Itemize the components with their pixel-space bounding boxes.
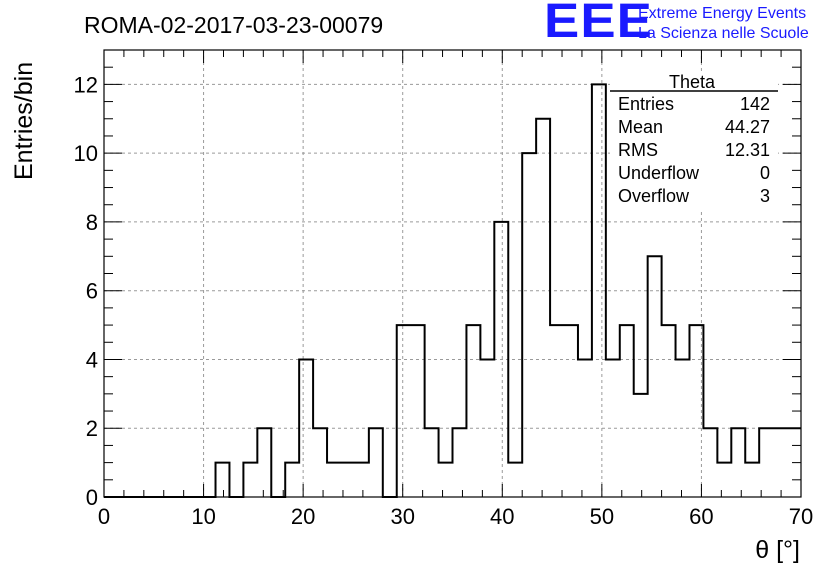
histogram-bin [662,325,676,497]
histogram-bin [299,359,313,497]
histogram-bin [522,153,536,497]
y-axis-label: Entries/bin [10,62,38,180]
histogram-bin [550,325,564,497]
stats-row-value: 3 [760,186,770,206]
x-tick-label: 20 [291,504,315,529]
histogram-bin [620,325,634,497]
histogram-series [104,83,801,498]
x-tick-label: 10 [191,504,215,529]
stats-row-label: RMS [618,140,658,160]
stats-box-background [610,72,778,212]
histogram-bin [257,428,271,497]
histogram-bin [634,394,648,497]
stats-rows: Entries 142 Mean 44.27 RMS 12.31 Underflow 0 Ove… [618,94,770,206]
histogram-bin [439,463,453,497]
histogram-bin [411,325,425,497]
histogram-bin [216,463,230,497]
stats-box: Theta Entries 142 Mean 44.27 RMS 12.31 Underfl… [610,72,778,212]
y-tick-label: 6 [86,279,98,304]
histogram-bin [731,428,745,497]
histogram-bin [369,428,383,497]
eee-logo-letters: EEE [544,0,653,48]
histogram-bin [466,325,480,497]
eee-logo-line1: Extreme Energy Events [638,5,807,22]
x-tick-label: 30 [390,504,414,529]
histogram-bin [536,119,550,497]
y-tick-label: 8 [86,210,98,235]
stats-row-label: Underflow [618,163,700,183]
stats-row-label: Entries [618,94,674,114]
x-tick-label: 70 [789,504,813,529]
x-tick-label: 60 [689,504,713,529]
histogram-bin [564,325,578,497]
x-tick-label: 50 [590,504,614,529]
histogram-bin [243,463,257,497]
x-tick-label: 0 [98,504,110,529]
y-tick-label: 2 [86,416,98,441]
y-tick-label: 0 [86,485,98,510]
x-tick-label: 40 [490,504,514,529]
stats-row-value: 142 [740,94,770,114]
stats-row-value: 12.31 [725,140,770,160]
histogram-bin [313,428,327,497]
histogram-bin [745,463,759,497]
histogram-bin [425,428,439,497]
histogram-bin [648,256,662,497]
chart-title: ROMA-02-2017-03-23-00079 [84,12,383,38]
stats-row-label: Mean [618,117,663,137]
y-tick-label: 10 [74,141,98,166]
histogram-bin [773,428,787,497]
eee-logo-line2: La Scienza nelle Scuole [638,25,809,42]
y-tick-label: 12 [74,72,98,97]
histogram-bin [453,428,467,497]
histogram-bin [508,463,522,497]
x-axis-label: θ [°] [755,536,800,564]
histogram-bin [355,463,369,497]
y-tick-label: 4 [86,347,98,372]
histogram-bin [285,463,299,497]
histogram-bin [717,463,731,497]
stats-row-value: 0 [760,163,770,183]
histogram-bin [759,428,773,497]
histogram-bin [703,428,717,497]
histogram-bin [397,325,411,497]
stats-row-label: Overflow [618,186,690,206]
histogram-bin [606,359,620,497]
histogram-bin [327,463,341,497]
stats-box-title: Theta [669,72,716,92]
stats-row-value: 44.27 [725,117,770,137]
